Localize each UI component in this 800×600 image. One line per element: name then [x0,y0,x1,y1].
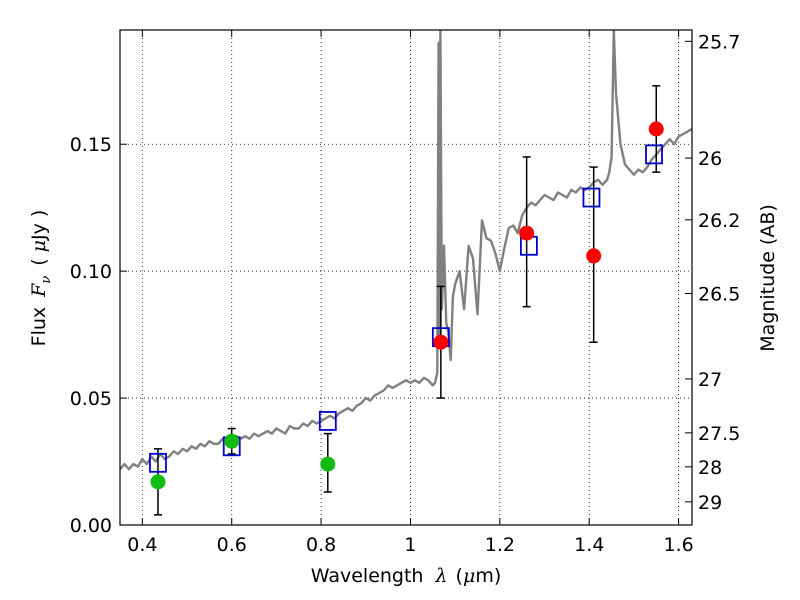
model-flux-square-marker [645,144,663,165]
y-axis-label-symbol: F [28,283,50,298]
y2-tick-label: 29 [698,492,722,514]
observed-flux-circle-marker [648,121,664,137]
y-axis-label-unit-rest: Jy ) [28,210,50,241]
observed-flux-circle-marker [224,433,240,449]
y-axis-label-subscript: ν [39,276,54,284]
y2-axis-label: Magnitude (AB) [757,204,779,352]
x-axis-label: Wavelength λ (μm) [311,565,501,587]
y2-tick-label: 27.5 [698,423,740,445]
x-axis-label-prefix: Wavelength [311,565,424,587]
x-tick-label: 1.4 [574,534,604,556]
x-tick-label: 1.2 [485,534,515,556]
y-axis-label-unit-mu: μ [28,240,50,252]
plot-frame [119,29,693,526]
grid-lines [120,30,692,526]
x-tick-label: 1.6 [663,534,693,556]
model-flux-square-marker [582,187,601,208]
x-tick-label: 0.4 [127,534,157,556]
x-axis-label-unit-mu: μ [463,565,475,587]
y-tick-label: 0.00 [70,515,112,537]
observed-flux-circle-marker [320,456,336,472]
y-axis-label: Flux Fν ( μJy ) [28,210,54,347]
model-flux-square-marker [149,452,167,473]
x-axis-label-unit-open: ( [456,565,463,587]
y2-tick-label: 28 [698,457,722,479]
y-tick-label: 0.05 [70,388,112,410]
spectrum-line [120,30,692,471]
y2-tick-label: 25.7 [698,31,740,53]
observed-flux-circle-marker [433,334,449,350]
y-axis-label-unit-open: ( [28,258,50,265]
observed-flux-circle-marker [150,474,166,490]
x-axis-label-symbol: λ [434,565,447,587]
x-tick-label: 1 [404,534,416,556]
x-tick-label: 0.6 [217,534,247,556]
y2-tick-label: 27 [698,369,722,391]
y2-tick-label: 26.2 [698,210,740,232]
observed-flux-circle-marker [519,225,535,241]
model-flux-square-marker [318,411,337,431]
y-tick-label: 0.15 [70,134,112,156]
observed-flux-circle-marker [586,248,602,264]
y2-tick-label: 26.5 [698,283,740,305]
model-spectrum [120,30,692,471]
x-tick-label: 0.8 [306,534,336,556]
data-markers [149,85,664,516]
x-axis-label-unit-rest: m) [475,565,501,587]
y-axis-label-prefix: Flux [28,307,50,347]
axis-ticks: 0.4 0.6 0.8 1 1.2 1.4 1.6 0.00 0.05 0.10 0.15 25.7 2… [70,30,740,556]
y2-tick-label: 26 [698,148,722,170]
y-tick-label: 0.10 [70,261,112,283]
